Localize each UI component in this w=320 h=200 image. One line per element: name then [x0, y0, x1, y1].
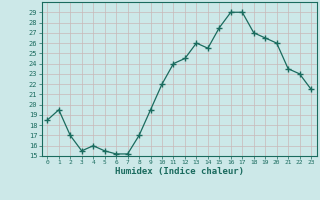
X-axis label: Humidex (Indice chaleur): Humidex (Indice chaleur): [115, 167, 244, 176]
